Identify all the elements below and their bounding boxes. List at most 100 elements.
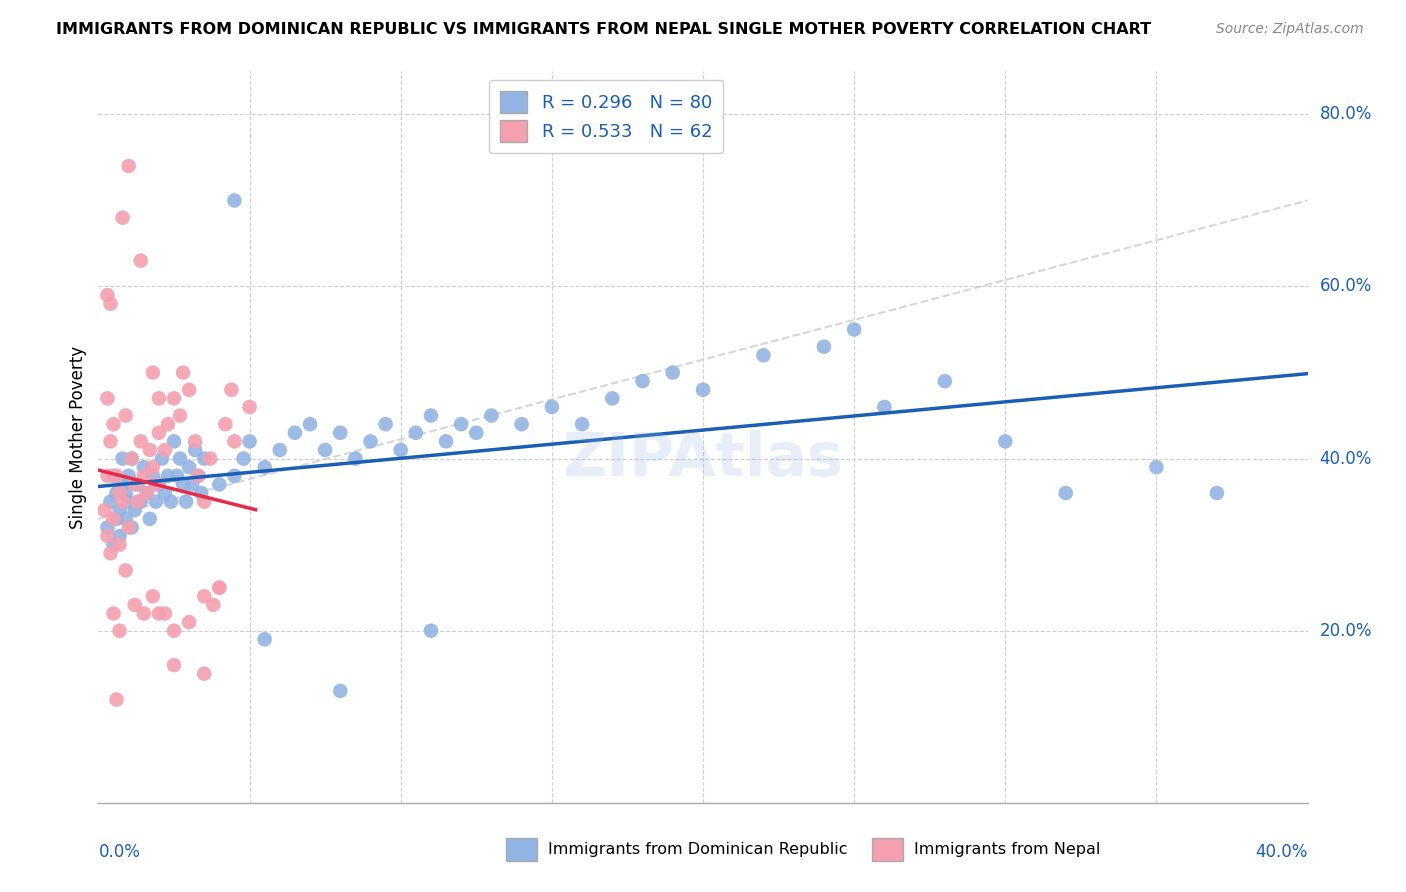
Point — [121, 451, 143, 466]
Point — [93, 503, 115, 517]
Point — [844, 322, 866, 336]
Point — [224, 434, 246, 449]
Point — [193, 451, 215, 466]
Text: 40.0%: 40.0% — [1256, 843, 1308, 861]
Point — [1144, 460, 1167, 475]
Point — [221, 383, 243, 397]
Point — [510, 417, 533, 432]
Text: Source: ZipAtlas.com: Source: ZipAtlas.com — [1216, 22, 1364, 37]
Point — [465, 425, 488, 440]
Point — [873, 400, 896, 414]
Point — [139, 442, 162, 457]
Point — [163, 624, 186, 638]
Point — [156, 417, 179, 432]
Point — [284, 425, 307, 440]
Point — [269, 442, 291, 457]
Point — [232, 451, 254, 466]
Point — [105, 512, 128, 526]
Point — [127, 494, 149, 508]
Point — [105, 486, 128, 500]
Point — [148, 477, 170, 491]
Point — [239, 400, 262, 414]
Point — [224, 194, 246, 208]
Point — [100, 546, 122, 560]
Text: 0.0%: 0.0% — [98, 843, 141, 861]
Point — [103, 538, 125, 552]
Point — [169, 451, 191, 466]
Point — [145, 494, 167, 508]
Point — [100, 494, 122, 508]
Text: 80.0%: 80.0% — [1320, 105, 1372, 123]
Point — [118, 520, 141, 534]
Point — [103, 417, 125, 432]
Point — [132, 468, 155, 483]
Point — [124, 477, 146, 491]
Point — [163, 658, 186, 673]
Point — [150, 451, 173, 466]
Point — [179, 615, 201, 629]
Point — [105, 692, 128, 706]
Point — [540, 400, 562, 414]
Point — [187, 468, 209, 483]
Point — [96, 468, 118, 483]
Point — [129, 434, 152, 449]
Point — [139, 512, 162, 526]
Point — [190, 486, 212, 500]
Text: Immigrants from Dominican Republic: Immigrants from Dominican Republic — [548, 842, 848, 857]
Point — [172, 366, 194, 380]
Point — [129, 494, 152, 508]
Text: 60.0%: 60.0% — [1320, 277, 1372, 295]
Point — [105, 468, 128, 483]
Point — [114, 409, 136, 423]
Point — [184, 442, 207, 457]
Point — [994, 434, 1017, 449]
Point — [142, 366, 165, 380]
Point — [224, 468, 246, 483]
Point — [108, 529, 131, 543]
Point — [450, 417, 472, 432]
Point — [692, 383, 714, 397]
Point — [193, 666, 215, 681]
Point — [208, 477, 231, 491]
Point — [132, 607, 155, 621]
Point — [208, 581, 231, 595]
Point — [193, 494, 215, 508]
Point — [174, 494, 197, 508]
Point — [142, 468, 165, 483]
Point — [481, 409, 503, 423]
Point — [389, 442, 412, 457]
Legend: R = 0.296   N = 80, R = 0.533   N = 62: R = 0.296 N = 80, R = 0.533 N = 62 — [489, 80, 723, 153]
Y-axis label: Single Mother Poverty: Single Mother Poverty — [69, 345, 87, 529]
Point — [132, 460, 155, 475]
Point — [103, 607, 125, 621]
Point — [148, 392, 170, 406]
Point — [602, 392, 624, 406]
Point — [118, 494, 141, 508]
Point — [96, 520, 118, 534]
Point — [114, 512, 136, 526]
Point — [360, 434, 382, 449]
Point — [329, 684, 352, 698]
Point — [124, 598, 146, 612]
Point — [148, 607, 170, 621]
Point — [118, 159, 141, 173]
Point — [111, 451, 134, 466]
Point — [202, 598, 225, 612]
Point — [127, 477, 149, 491]
Point — [239, 434, 262, 449]
Point — [172, 477, 194, 491]
Point — [111, 477, 134, 491]
Point — [208, 581, 231, 595]
Point — [571, 417, 593, 432]
Point — [934, 374, 956, 388]
Text: Immigrants from Nepal: Immigrants from Nepal — [914, 842, 1101, 857]
Point — [420, 409, 443, 423]
Point — [181, 477, 204, 491]
Point — [114, 564, 136, 578]
Point — [314, 442, 336, 457]
Point — [142, 460, 165, 475]
Point — [103, 512, 125, 526]
Point — [153, 607, 176, 621]
Point — [108, 624, 131, 638]
Point — [96, 392, 118, 406]
